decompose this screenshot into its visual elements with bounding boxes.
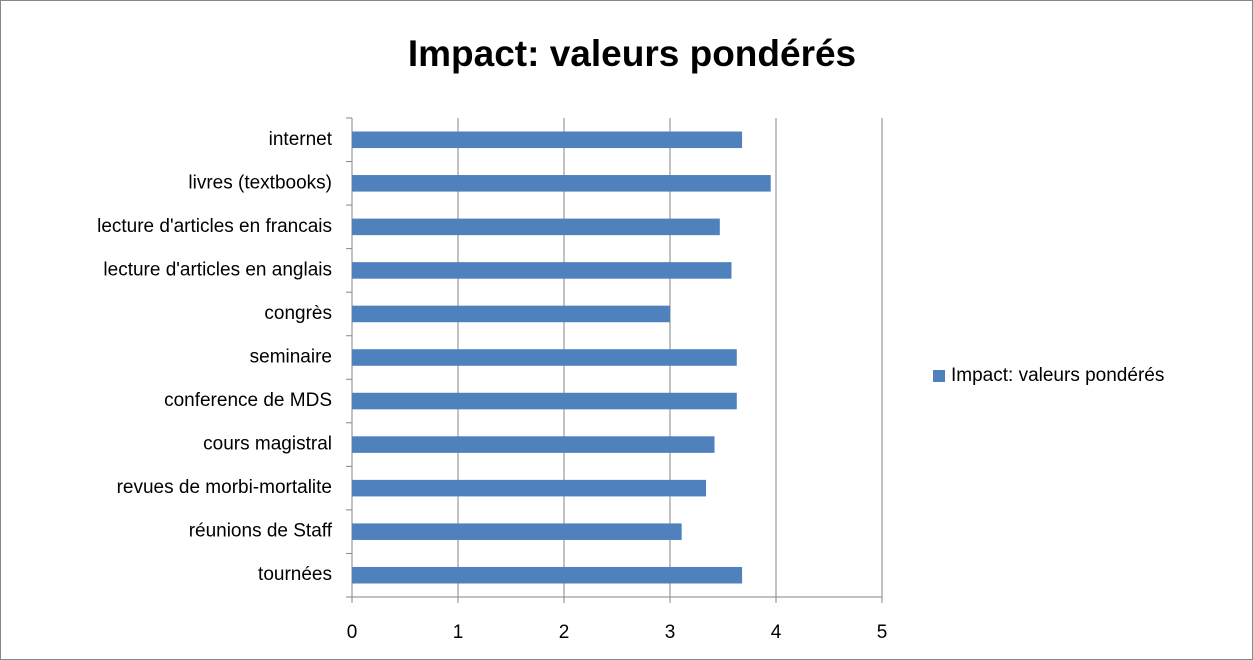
y-tick-label: revues de morbi-mortalite	[117, 477, 332, 498]
bar	[352, 392, 737, 410]
legend-label: Impact: valeurs pondérés	[951, 365, 1164, 386]
x-tick-label: 3	[665, 622, 676, 643]
legend-swatch	[933, 370, 945, 382]
x-tick-label: 2	[559, 622, 570, 643]
y-tick-label: livres (textbooks)	[188, 172, 332, 193]
bar	[352, 566, 743, 584]
bar	[352, 305, 670, 323]
bar	[352, 349, 737, 366]
y-tick-label: seminaire	[250, 347, 332, 368]
y-tick-label: congrès	[264, 303, 332, 324]
bar	[352, 262, 732, 279]
bar	[352, 523, 682, 540]
x-tick-label: 5	[877, 622, 888, 643]
y-tick-label: conference de MDS	[164, 390, 332, 411]
bar	[352, 436, 715, 453]
bar	[352, 131, 743, 149]
bar	[352, 175, 771, 192]
bar	[352, 218, 720, 236]
y-tick-label: réunions de Staff	[189, 521, 333, 542]
x-tick-label: 0	[347, 622, 358, 643]
y-tick-label: cours magistral	[203, 434, 332, 455]
y-tick-label: tournées	[258, 564, 332, 585]
x-tick-label: 1	[453, 622, 464, 643]
y-tick-label: internet	[269, 129, 333, 150]
y-tick-label: lecture d'articles en anglais	[103, 259, 332, 280]
chart-title: Impact: valeurs pondérés	[408, 33, 856, 74]
y-tick-label: lecture d'articles en francais	[97, 216, 332, 237]
bar	[352, 479, 707, 497]
x-tick-label: 4	[771, 622, 782, 643]
